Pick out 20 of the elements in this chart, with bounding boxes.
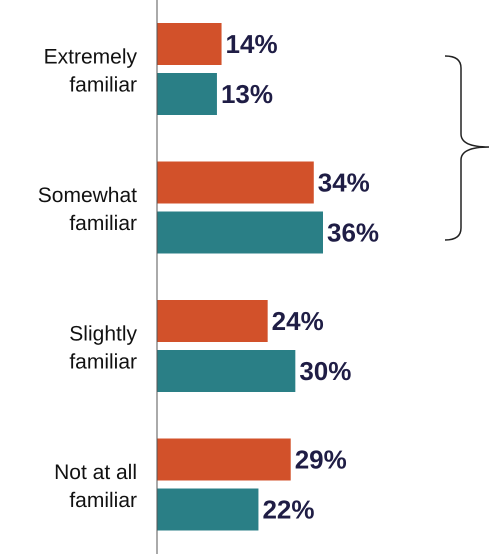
bar <box>157 350 296 392</box>
bar <box>157 300 268 342</box>
bar <box>157 438 291 480</box>
data-label: 13% <box>220 79 273 109</box>
y-tick-label: Extremely familiar <box>44 45 138 96</box>
bar <box>157 488 258 530</box>
bar <box>157 212 323 254</box>
data-label: 36% <box>327 218 380 248</box>
data-label: 34% <box>318 168 370 198</box>
data-label: 29% <box>294 444 347 474</box>
bar <box>157 73 217 115</box>
data-label: 22% <box>262 494 314 524</box>
data-label: 24% <box>272 306 324 336</box>
bar <box>157 23 222 65</box>
bar <box>157 162 314 204</box>
y-tick-label: Slightly familiar <box>69 322 138 374</box>
data-label: 30% <box>299 356 352 386</box>
data-label: 14% <box>226 29 278 59</box>
y-tick-label: Somewhat familiar <box>38 184 138 235</box>
y-tick-label: Not at all familiar <box>54 460 137 512</box>
